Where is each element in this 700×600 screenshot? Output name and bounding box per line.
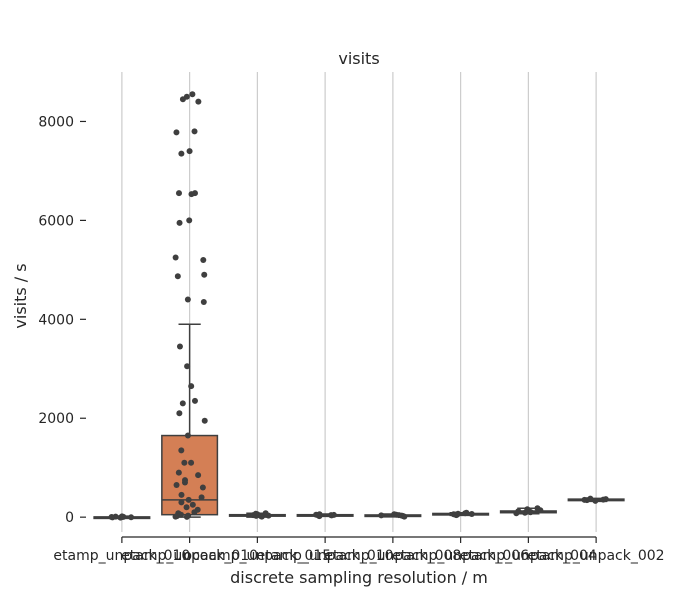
data-point-1-9: [175, 190, 182, 197]
data-point-4-6: [378, 512, 385, 519]
data-point-1-28: [188, 459, 195, 466]
data-point-1-21: [188, 383, 195, 390]
data-point-2-9: [252, 511, 259, 518]
data-point-1-18: [200, 299, 207, 305]
data-point-1-29: [181, 459, 188, 466]
data-point-5-6: [451, 511, 458, 518]
axis-layer: 02000400060008000etamp_unpack_010etamp_u…: [38, 114, 664, 564]
x-tick-label-4: etamp_unpack_008: [324, 548, 461, 564]
data-point-1-17: [184, 296, 191, 303]
data-point-6-7: [534, 505, 541, 512]
y-axis-label: visits / s: [11, 263, 30, 328]
data-point-1-22: [191, 397, 198, 404]
data-point-1-34: [173, 482, 180, 489]
data-point-1-30: [175, 469, 182, 476]
data-point-1-11: [186, 217, 193, 224]
data-point-4-5: [391, 511, 398, 518]
data-point-1-43: [191, 509, 198, 516]
box-1: [161, 434, 219, 516]
data-point-1-24: [176, 410, 183, 417]
data-point-1-0: [189, 91, 196, 98]
data-point-1-13: [172, 254, 179, 261]
data-point-1-27: [178, 447, 185, 454]
data-point-1-40: [189, 501, 196, 508]
data-point-1-31: [195, 472, 202, 479]
y-tick-label-3: 6000: [38, 213, 74, 229]
data-point-2-7: [262, 510, 269, 517]
y-tick-label-1: 2000: [38, 411, 74, 427]
x-tick-label-1: etamp_unpack_010: [121, 548, 258, 564]
data-point-0-7: [128, 514, 135, 521]
data-point-0-5: [119, 513, 126, 520]
data-point-1-41: [183, 504, 190, 511]
data-point-6-8: [527, 508, 534, 515]
data-point-1-16: [174, 273, 181, 280]
data-point-1-14: [200, 256, 207, 263]
data-point-1-36: [178, 491, 185, 498]
data-point-1-3: [195, 98, 202, 105]
y-tick-label-0: 0: [65, 510, 74, 526]
data-point-0-6: [108, 514, 115, 521]
data-point-1-10: [188, 191, 195, 198]
data-point-7-5: [581, 496, 588, 503]
data-point-1-38: [185, 496, 192, 503]
x-axis-label: discrete sampling resolution / m: [230, 568, 488, 587]
data-point-1-4: [191, 128, 198, 135]
data-point-1-12: [176, 219, 183, 226]
data-point-1-35: [199, 484, 206, 491]
data-point-1-19: [176, 343, 183, 350]
data-point-1-26: [184, 432, 191, 439]
data-point-3-6: [330, 511, 337, 518]
x-tick-label-0: etamp_unpack_010: [53, 548, 190, 564]
data-point-7-3: [602, 496, 609, 503]
point-layer: [108, 91, 609, 521]
x-tick-label-6: etamp_unpack_004: [460, 548, 597, 564]
data-point-3-4: [316, 511, 323, 518]
data-point-1-5: [173, 129, 180, 136]
data-point-1-48: [172, 513, 179, 520]
data-point-5-7: [468, 510, 475, 517]
data-point-1-7: [178, 150, 185, 157]
box-layer: [93, 323, 625, 520]
x-tick-label-7: etamp_unpack_002: [528, 548, 665, 564]
data-point-7-4: [587, 495, 594, 502]
data-point-1-23: [179, 400, 186, 407]
data-point-1-2: [179, 96, 186, 103]
data-point-6-4: [515, 508, 522, 515]
data-point-1-6: [186, 148, 193, 155]
x-tick-label-3: etamp_unpack_010: [257, 548, 394, 564]
data-point-1-49: [183, 513, 190, 520]
data-point-1-25: [201, 417, 208, 424]
data-point-1-33: [181, 479, 188, 486]
data-point-1-37: [198, 494, 205, 501]
data-point-7-0: [592, 497, 599, 504]
data-point-1-39: [178, 499, 185, 506]
y-tick-label-4: 8000: [38, 114, 74, 130]
data-point-1-20: [184, 363, 191, 370]
data-point-5-5: [463, 509, 470, 516]
chart-title: visits: [338, 49, 379, 68]
x-tick-label-5: etamp_unpack_006: [392, 548, 529, 564]
y-tick-label-2: 4000: [38, 312, 74, 328]
x-tick-label-2: ocoamp_unpack_015: [184, 548, 332, 564]
data-point-1-15: [201, 271, 208, 278]
